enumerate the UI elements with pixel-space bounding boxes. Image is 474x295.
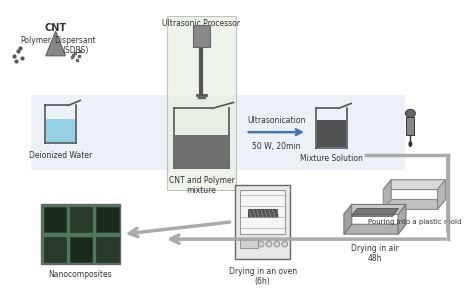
- Bar: [70, 237, 92, 262]
- Text: Polymer: Polymer: [20, 36, 51, 45]
- FancyBboxPatch shape: [41, 204, 119, 264]
- Polygon shape: [383, 180, 446, 190]
- Circle shape: [274, 241, 280, 247]
- FancyBboxPatch shape: [236, 185, 290, 259]
- Bar: [96, 207, 118, 232]
- Polygon shape: [398, 204, 406, 234]
- Text: Drying in an oven
(6h): Drying in an oven (6h): [228, 267, 297, 286]
- Bar: [70, 207, 92, 232]
- Text: Ultrasonication: Ultrasonication: [247, 116, 306, 125]
- Text: Dispersant
(SDBS): Dispersant (SDBS): [55, 36, 96, 55]
- Circle shape: [282, 241, 288, 247]
- Polygon shape: [248, 209, 277, 217]
- Bar: [31, 96, 405, 170]
- Text: Deionized Water: Deionized Water: [29, 151, 92, 160]
- Bar: [317, 120, 346, 147]
- Bar: [96, 237, 118, 262]
- Text: Ultrasonic Processor: Ultrasonic Processor: [163, 19, 240, 28]
- Polygon shape: [438, 180, 446, 209]
- FancyBboxPatch shape: [167, 16, 236, 190]
- Polygon shape: [344, 224, 406, 234]
- Text: Nanocomposites: Nanocomposites: [48, 270, 112, 279]
- Text: CNT and Polymer
mixture: CNT and Polymer mixture: [169, 176, 235, 195]
- Polygon shape: [383, 199, 446, 209]
- Text: CNT: CNT: [45, 23, 67, 33]
- Bar: [44, 207, 66, 232]
- Circle shape: [266, 241, 272, 247]
- Polygon shape: [46, 31, 65, 56]
- Ellipse shape: [405, 109, 415, 117]
- Polygon shape: [344, 204, 406, 214]
- Bar: [44, 237, 66, 262]
- Text: 50 W, 20min: 50 W, 20min: [252, 142, 301, 151]
- Text: Drying in air
48h: Drying in air 48h: [351, 244, 399, 263]
- Circle shape: [258, 241, 264, 247]
- Bar: [175, 135, 228, 167]
- Polygon shape: [383, 180, 391, 209]
- Polygon shape: [351, 209, 399, 216]
- Bar: [240, 240, 258, 248]
- Bar: [46, 119, 75, 142]
- Polygon shape: [344, 204, 352, 234]
- Text: Mixture Solution: Mixture Solution: [300, 154, 363, 163]
- FancyBboxPatch shape: [192, 25, 210, 47]
- FancyBboxPatch shape: [240, 190, 285, 234]
- FancyBboxPatch shape: [407, 117, 414, 135]
- Text: Pouring into a plastic mold: Pouring into a plastic mold: [368, 219, 461, 225]
- Ellipse shape: [409, 141, 412, 147]
